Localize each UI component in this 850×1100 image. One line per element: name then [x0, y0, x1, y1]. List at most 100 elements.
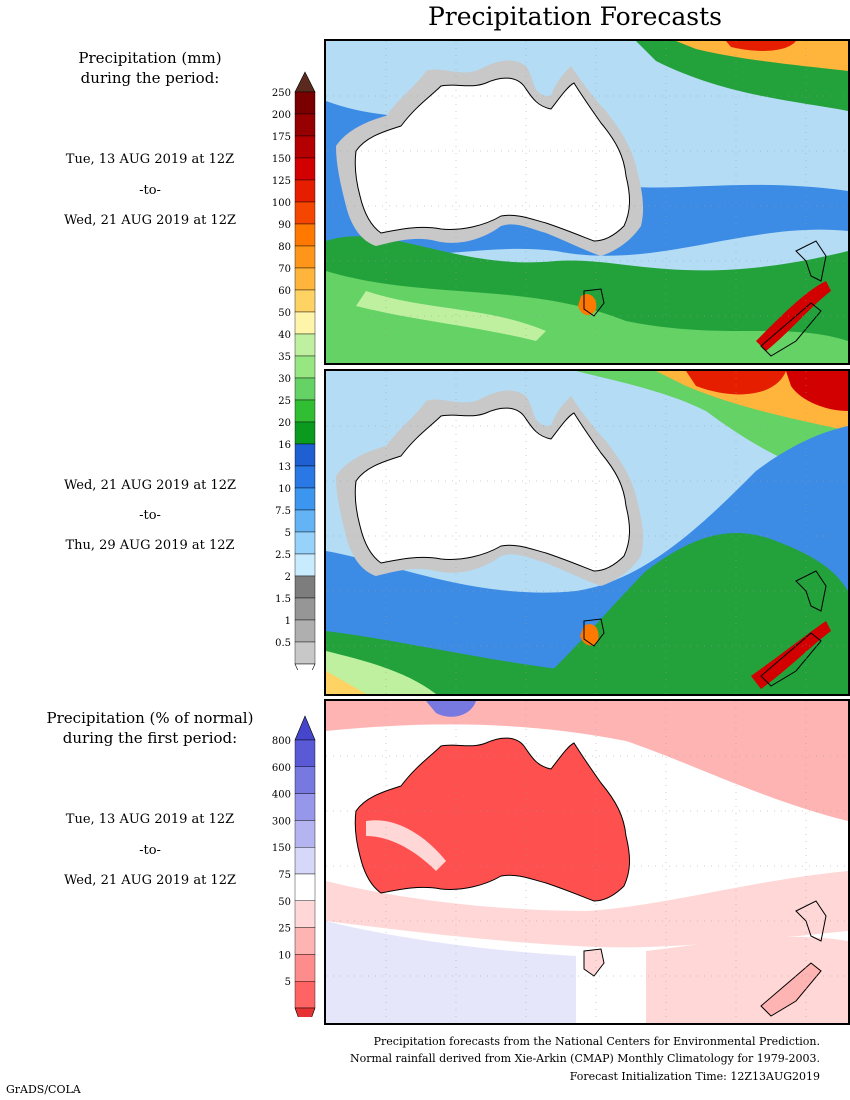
mm-colorbar-segment — [294, 465, 316, 489]
mm-colorbar-tick-label: 20 — [278, 418, 291, 429]
panel1-heading-line1: Precipitation (mm) — [78, 49, 222, 67]
panel1-separator: -to- — [139, 183, 161, 198]
mm-colorbar-tick-label: 150 — [272, 154, 291, 165]
precip-map-week1 — [326, 41, 848, 363]
mm-colorbar-tick-label: 1 — [285, 616, 291, 627]
mm-colorbar-top-cap — [294, 71, 316, 93]
pct-colorbar-tick-label: 10 — [278, 950, 291, 961]
panel3-separator: -to- — [139, 843, 161, 858]
panel2-start-date: Wed, 21 AUG 2019 at 12Z — [63, 478, 236, 493]
pct-colorbar-tick-label: 800 — [272, 736, 291, 747]
pct-colorbar-segment — [294, 900, 316, 928]
pct-colorbar-segment — [294, 846, 316, 875]
mm-colorbar-tick-label: 25 — [278, 396, 291, 407]
map-panel-percent-normal — [324, 699, 850, 1025]
pct-colorbar-tick-label: 300 — [272, 816, 291, 827]
panel3-heading: Precipitation (% of normal) during the f… — [20, 708, 280, 748]
pct-colorbar-segment — [294, 873, 316, 901]
mm-colorbar-tick-label: 2.5 — [275, 550, 291, 561]
mm-colorbar-segment — [294, 157, 316, 181]
precip-percent-map — [326, 701, 848, 1023]
mm-colorbar-tick-label: 175 — [272, 132, 291, 143]
page-title: Precipitation Forecasts — [427, 2, 723, 31]
mm-colorbar-tick-label: 250 — [272, 88, 291, 99]
pct-colorbar-top-cap — [294, 715, 316, 741]
mm-colorbar-segment — [294, 575, 316, 599]
mm-colorbar-segment — [294, 245, 316, 269]
grads-credit: GrADS/COLA — [6, 1083, 81, 1096]
mm-colorbar-tick-label: 90 — [278, 220, 291, 231]
mm-colorbar-segment — [294, 421, 316, 445]
mm-colorbar-bottom-cap — [294, 663, 316, 670]
pct-colorbar-bottom-cap — [294, 1007, 316, 1017]
mm-colorbar: 2502001751501251009080706050403530252016… — [272, 71, 316, 670]
pct-colorbar-segment — [294, 927, 316, 955]
panel2-end-date: Thu, 29 AUG 2019 at 12Z — [65, 538, 235, 553]
pct-colorbar-tick-label: 600 — [272, 763, 291, 774]
mm-colorbar-tick-label: 35 — [278, 352, 291, 363]
pct-colorbar-segment — [294, 954, 316, 982]
mm-colorbar-tick-label: 60 — [278, 286, 291, 297]
mm-colorbar-tick-label: 50 — [278, 308, 291, 319]
panel1-heading: Precipitation (mm) during the period: — [20, 48, 280, 88]
mm-colorbar-tick-label: 80 — [278, 242, 291, 253]
mm-colorbar-tick-label: 13 — [278, 462, 291, 473]
map-panel-week1-mm — [324, 39, 850, 365]
pct-colorbar-tick-label: 75 — [278, 870, 291, 881]
pct-colorbar-tick-label: 5 — [285, 977, 291, 988]
pct-colorbar-tick-label: 50 — [278, 897, 291, 908]
mm-colorbar-segment — [294, 355, 316, 379]
mm-colorbar-tick-label: 0.5 — [275, 638, 291, 649]
mm-colorbar-segment — [294, 201, 316, 225]
pct-colorbar-segment — [294, 820, 316, 848]
mm-colorbar-tick-label: 125 — [272, 176, 291, 187]
mm-colorbar-segment — [294, 509, 316, 533]
mm-colorbar-tick-label: 40 — [278, 330, 291, 341]
mm-colorbar-tick-label: 100 — [272, 198, 291, 209]
pct-colorbar-segment — [294, 793, 316, 821]
panel1-heading-line2: during the period: — [80, 69, 220, 87]
mm-colorbar-tick-label: 5 — [285, 528, 291, 539]
footnote-source: Precipitation forecasts from the Nationa… — [373, 1035, 820, 1048]
mm-colorbar-segment — [294, 267, 316, 291]
mm-colorbar-segment — [294, 135, 316, 159]
precip-map-week2 — [326, 371, 848, 694]
mm-colorbar-segment — [294, 333, 316, 357]
mm-colorbar-segment — [294, 113, 316, 137]
pct-colorbar-segment — [294, 766, 316, 794]
panel1-start-date: Tue, 13 AUG 2019 at 12Z — [65, 152, 235, 167]
mm-colorbar-segment — [294, 311, 316, 335]
panel3-start-date: Tue, 13 AUG 2019 at 12Z — [65, 812, 235, 827]
footnote-init-time: Forecast Initialization Time: 12Z13AUG20… — [569, 1070, 820, 1083]
map-panel-week2-mm — [324, 369, 850, 696]
pct-colorbar-tick-label: 400 — [272, 790, 291, 801]
pct-colorbar-segment — [294, 981, 316, 1009]
mm-colorbar-segment — [294, 597, 316, 621]
pct-colorbar-tick-label: 25 — [278, 924, 291, 935]
mm-colorbar-tick-label: 30 — [278, 374, 291, 385]
panel1-end-date: Wed, 21 AUG 2019 at 12Z — [63, 213, 236, 228]
mm-colorbar-segment — [294, 377, 316, 401]
mm-colorbar-tick-label: 1.5 — [275, 594, 291, 605]
panel3-heading-line2: during the first period: — [62, 729, 238, 747]
mm-colorbar-segment — [294, 619, 316, 643]
mm-colorbar-tick-label: 16 — [278, 440, 291, 451]
mm-colorbar-tick-label: 7.5 — [275, 506, 291, 517]
mm-colorbar-segment — [294, 91, 316, 115]
mm-colorbar-segment — [294, 553, 316, 577]
mm-colorbar-tick-label: 70 — [278, 264, 291, 275]
mm-colorbar-tick-label: 2 — [285, 572, 291, 583]
mm-colorbar-segment — [294, 531, 316, 555]
pct-colorbar-tick-label: 150 — [272, 843, 291, 854]
mm-colorbar-segment — [294, 179, 316, 203]
panel2-separator: -to- — [139, 508, 161, 523]
panel3-heading-line1: Precipitation (% of normal) — [46, 709, 254, 727]
mm-colorbar-segment — [294, 223, 316, 247]
footnote-climatology: Normal rainfall derived from Xie-Arkin (… — [350, 1052, 820, 1065]
percent-colorbar: 800 600 400 300 150 75 50 25 10 5 — [272, 715, 316, 1017]
panel3-end-date: Wed, 21 AUG 2019 at 12Z — [63, 873, 236, 888]
pct-colorbar-segment — [294, 739, 316, 767]
mm-colorbar-tick-label: 200 — [272, 110, 291, 121]
mm-colorbar-segment — [294, 443, 316, 467]
mm-colorbar-segment — [294, 641, 316, 665]
